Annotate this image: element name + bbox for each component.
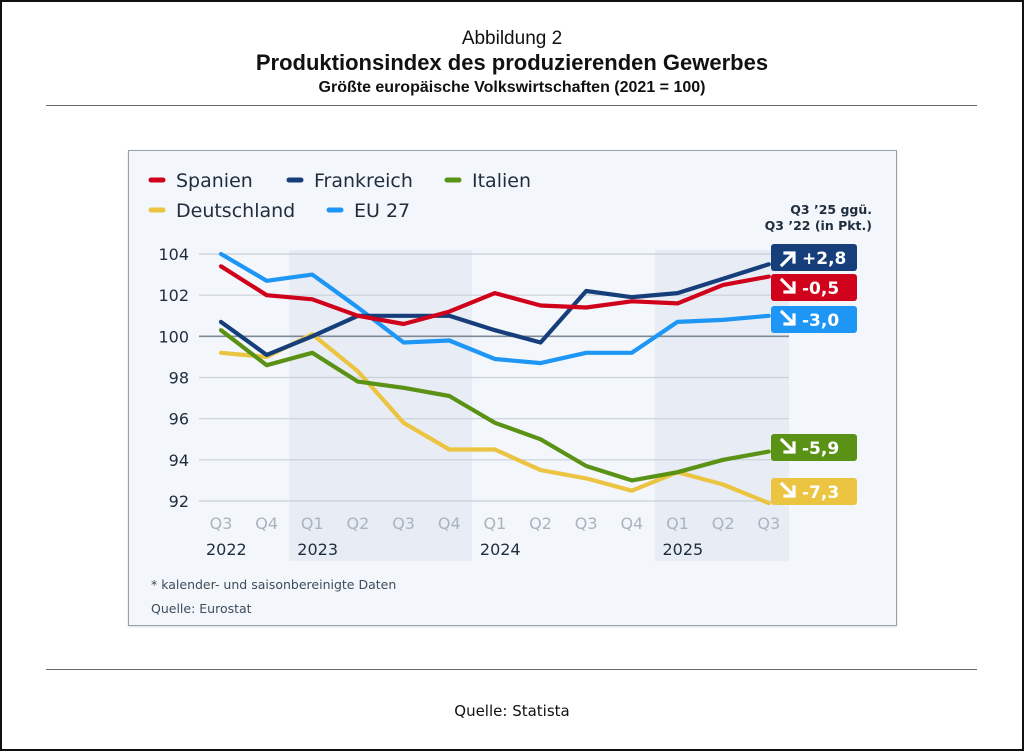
y-axis-ticks: 92 94 96 98 100 102 104: [158, 245, 189, 511]
x-tick-quarter: Q3: [210, 514, 233, 533]
line-chart: 92 94 96 98 100 102 104 Q3 Q4 Q1 Q2 Q3 Q4 Q1 Q2 Q3 Q4 Q1…: [148, 170, 872, 616]
change-badge-eu-27: -3,0: [771, 306, 857, 333]
arrow-down-right-icon: [779, 437, 796, 454]
footnote: * kalender- und saisonbereinigte Daten: [151, 577, 396, 592]
arrow-down-right-icon: [779, 309, 796, 326]
legend-item-deutschland: Deutschland: [148, 200, 295, 222]
x-tick-quarter: Q3: [392, 514, 415, 533]
arrow-down-right-icon: [779, 277, 796, 294]
arrow-up-right-icon: [779, 251, 796, 268]
y-tick-label: 104: [158, 245, 189, 264]
x-tick-quarter: Q4: [438, 514, 461, 533]
series-lines: [218, 251, 771, 506]
y-tick-label: 98: [169, 369, 189, 388]
legend-item-frankreich: Frankreich: [286, 170, 413, 192]
legend: Spanien Frankreich Italien Deutschland EU 27: [148, 170, 531, 222]
change-badges: Q3 ’25 ggü.Q3 ’22 (in Pkt.) +2,8 -0,5 -3,0 -…: [765, 202, 872, 505]
legend-item-spanien: Spanien: [148, 170, 253, 192]
badge-bg: [771, 306, 857, 333]
figure-subtitle: Größte europäische Volkswirtschaften (20…: [318, 79, 706, 96]
x-tick-quarter: Q2: [347, 514, 370, 533]
badge-value: +2,8: [802, 249, 846, 269]
x-tick-quarter: Q1: [484, 514, 507, 533]
badge-header-line2: Q3 ’22 (in Pkt.): [765, 218, 872, 233]
badge-value: -5,9: [802, 439, 839, 459]
x-tick-quarter: Q1: [666, 514, 689, 533]
legend-label: Italien: [472, 170, 531, 192]
change-badge-italien: -5,9: [771, 434, 857, 461]
x-tick-quarter: Q2: [712, 514, 735, 533]
badge-bg: [771, 434, 857, 461]
legend-label: EU 27: [354, 200, 410, 222]
change-badge-deutschland: -7,3: [771, 478, 857, 505]
x-axis-ticks: Q3 Q4 Q1 Q2 Q3 Q4 Q1 Q2 Q3 Q4 Q1 Q2 Q3 2022 2023 2024 20…: [206, 514, 780, 559]
badge-value: -7,3: [802, 483, 839, 503]
legend-label: Deutschland: [176, 200, 295, 222]
y-tick-label: 92: [169, 492, 189, 511]
figure-number: Abbildung 2: [461, 28, 563, 49]
series-line-spanien: [218, 264, 771, 327]
x-tick-quarter: Q3: [757, 514, 780, 533]
x-tick-quarter: Q4: [620, 514, 643, 533]
badge-bg: [771, 478, 857, 505]
x-tick-year-2025: 2025: [663, 540, 704, 559]
x-tick-quarter: Q2: [529, 514, 552, 533]
top-divider: [46, 105, 977, 106]
change-badge-frankreich: +2,8: [771, 244, 857, 271]
y-tick-label: 94: [169, 451, 189, 470]
x-tick-quarter: Q3: [575, 514, 598, 533]
badge-value: -0,5: [802, 279, 839, 299]
legend-item-italien: Italien: [444, 170, 531, 192]
figure-source: Quelle: Statista: [454, 702, 570, 720]
x-tick-quarter: Q1: [301, 514, 324, 533]
series-line-frankreich: [218, 262, 771, 357]
y-tick-label: 96: [169, 410, 189, 429]
arrow-down-right-icon: [779, 481, 796, 498]
badge-bg: [771, 274, 857, 301]
y-tick-label: 100: [158, 327, 189, 346]
x-tick-year-2022: 2022: [206, 540, 247, 559]
chart-card: 92 94 96 98 100 102 104 Q3 Q4 Q1 Q2 Q3 Q4 Q1 Q2 Q3 Q4 Q1…: [128, 150, 897, 626]
series-line-eu-27: [218, 251, 771, 366]
legend-label: Frankreich: [314, 170, 413, 192]
chart-source: Quelle: Eurostat: [151, 601, 252, 616]
bottom-divider: [46, 669, 977, 670]
figure-title: Produktionsindex des produzierenden Gewe…: [255, 50, 769, 75]
x-tick-year-2023: 2023: [297, 540, 338, 559]
y-tick-label: 102: [158, 286, 189, 305]
legend-item-eu-27: EU 27: [326, 200, 410, 222]
series-line-italien: [218, 328, 771, 483]
chart-notes: * kalender- und saisonbereinigte Daten Qu…: [151, 577, 396, 616]
badge-bg: [771, 244, 857, 271]
legend-label: Spanien: [176, 170, 253, 192]
badge-value: -3,0: [802, 311, 839, 331]
x-tick-year-2024: 2024: [480, 540, 521, 559]
change-badge-spanien: -0,5: [771, 274, 857, 301]
badge-header-line1: Q3 ’25 ggü.: [790, 202, 872, 217]
x-tick-quarter: Q4: [255, 514, 278, 533]
